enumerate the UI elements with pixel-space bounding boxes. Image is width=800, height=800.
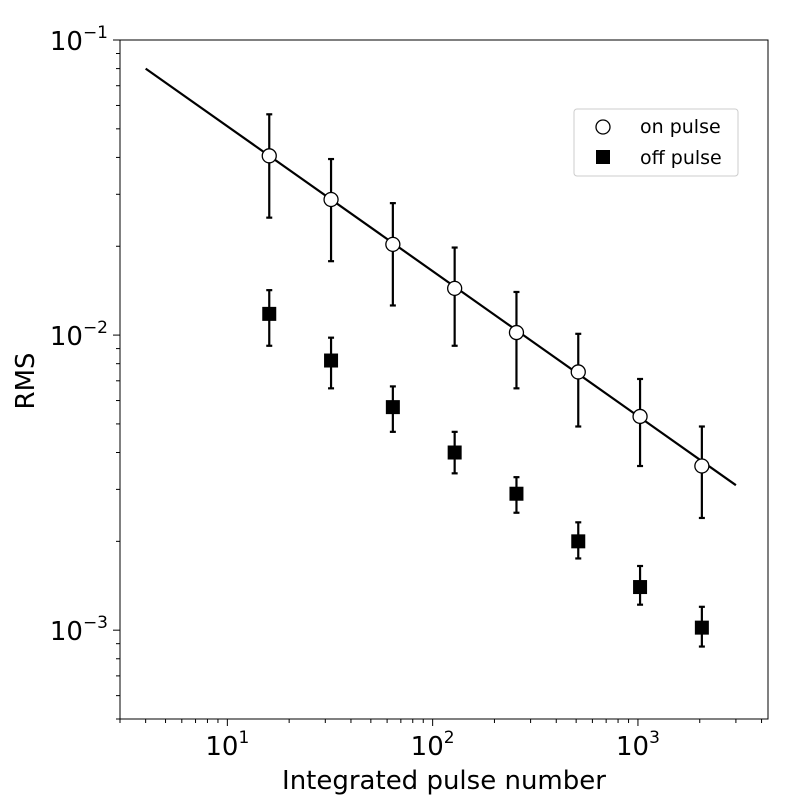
on-pulse-point [694,458,710,474]
x-tick-label: 101 [205,728,249,762]
legend-label-on-pulse: on pulse [640,116,721,138]
off-pulse-point [262,306,277,321]
on-pulse-point [447,280,463,297]
legend-marker-off-pulse [596,150,610,164]
on-pulse-point [323,191,339,208]
off-pulse-point [633,580,648,595]
axis-ticks: 101 102 103 10−3 10−2 10−1 [50,23,763,762]
off-pulse-point [324,353,339,368]
x-tick-label: 103 [616,728,660,762]
y-axis-title: RMS [11,352,41,409]
x-axis-title: Integrated pulse number [282,766,606,796]
on-pulse-point [570,364,586,380]
off-pulse-point [447,445,462,460]
off-pulse-point [385,400,400,415]
legend-marker-on-pulse [595,119,611,135]
off-pulse-point [694,620,709,635]
on-pulse-point [632,408,648,425]
y-tick-label: 10−3 [50,613,108,647]
on-pulse-point [385,236,401,252]
off-pulse-point [509,486,524,501]
on-pulse-point [508,324,525,341]
on-pulse-point [261,148,277,164]
legend-label-off-pulse: off pulse [640,147,722,169]
x-tick-label: 102 [411,728,455,762]
y-tick-label: 10−2 [50,318,108,352]
legend: on pulse off pulse [573,108,739,177]
y-tick-label: 10−1 [50,23,108,57]
data-markers [261,148,710,635]
off-pulse-point [571,534,586,549]
legend-box [573,108,739,177]
